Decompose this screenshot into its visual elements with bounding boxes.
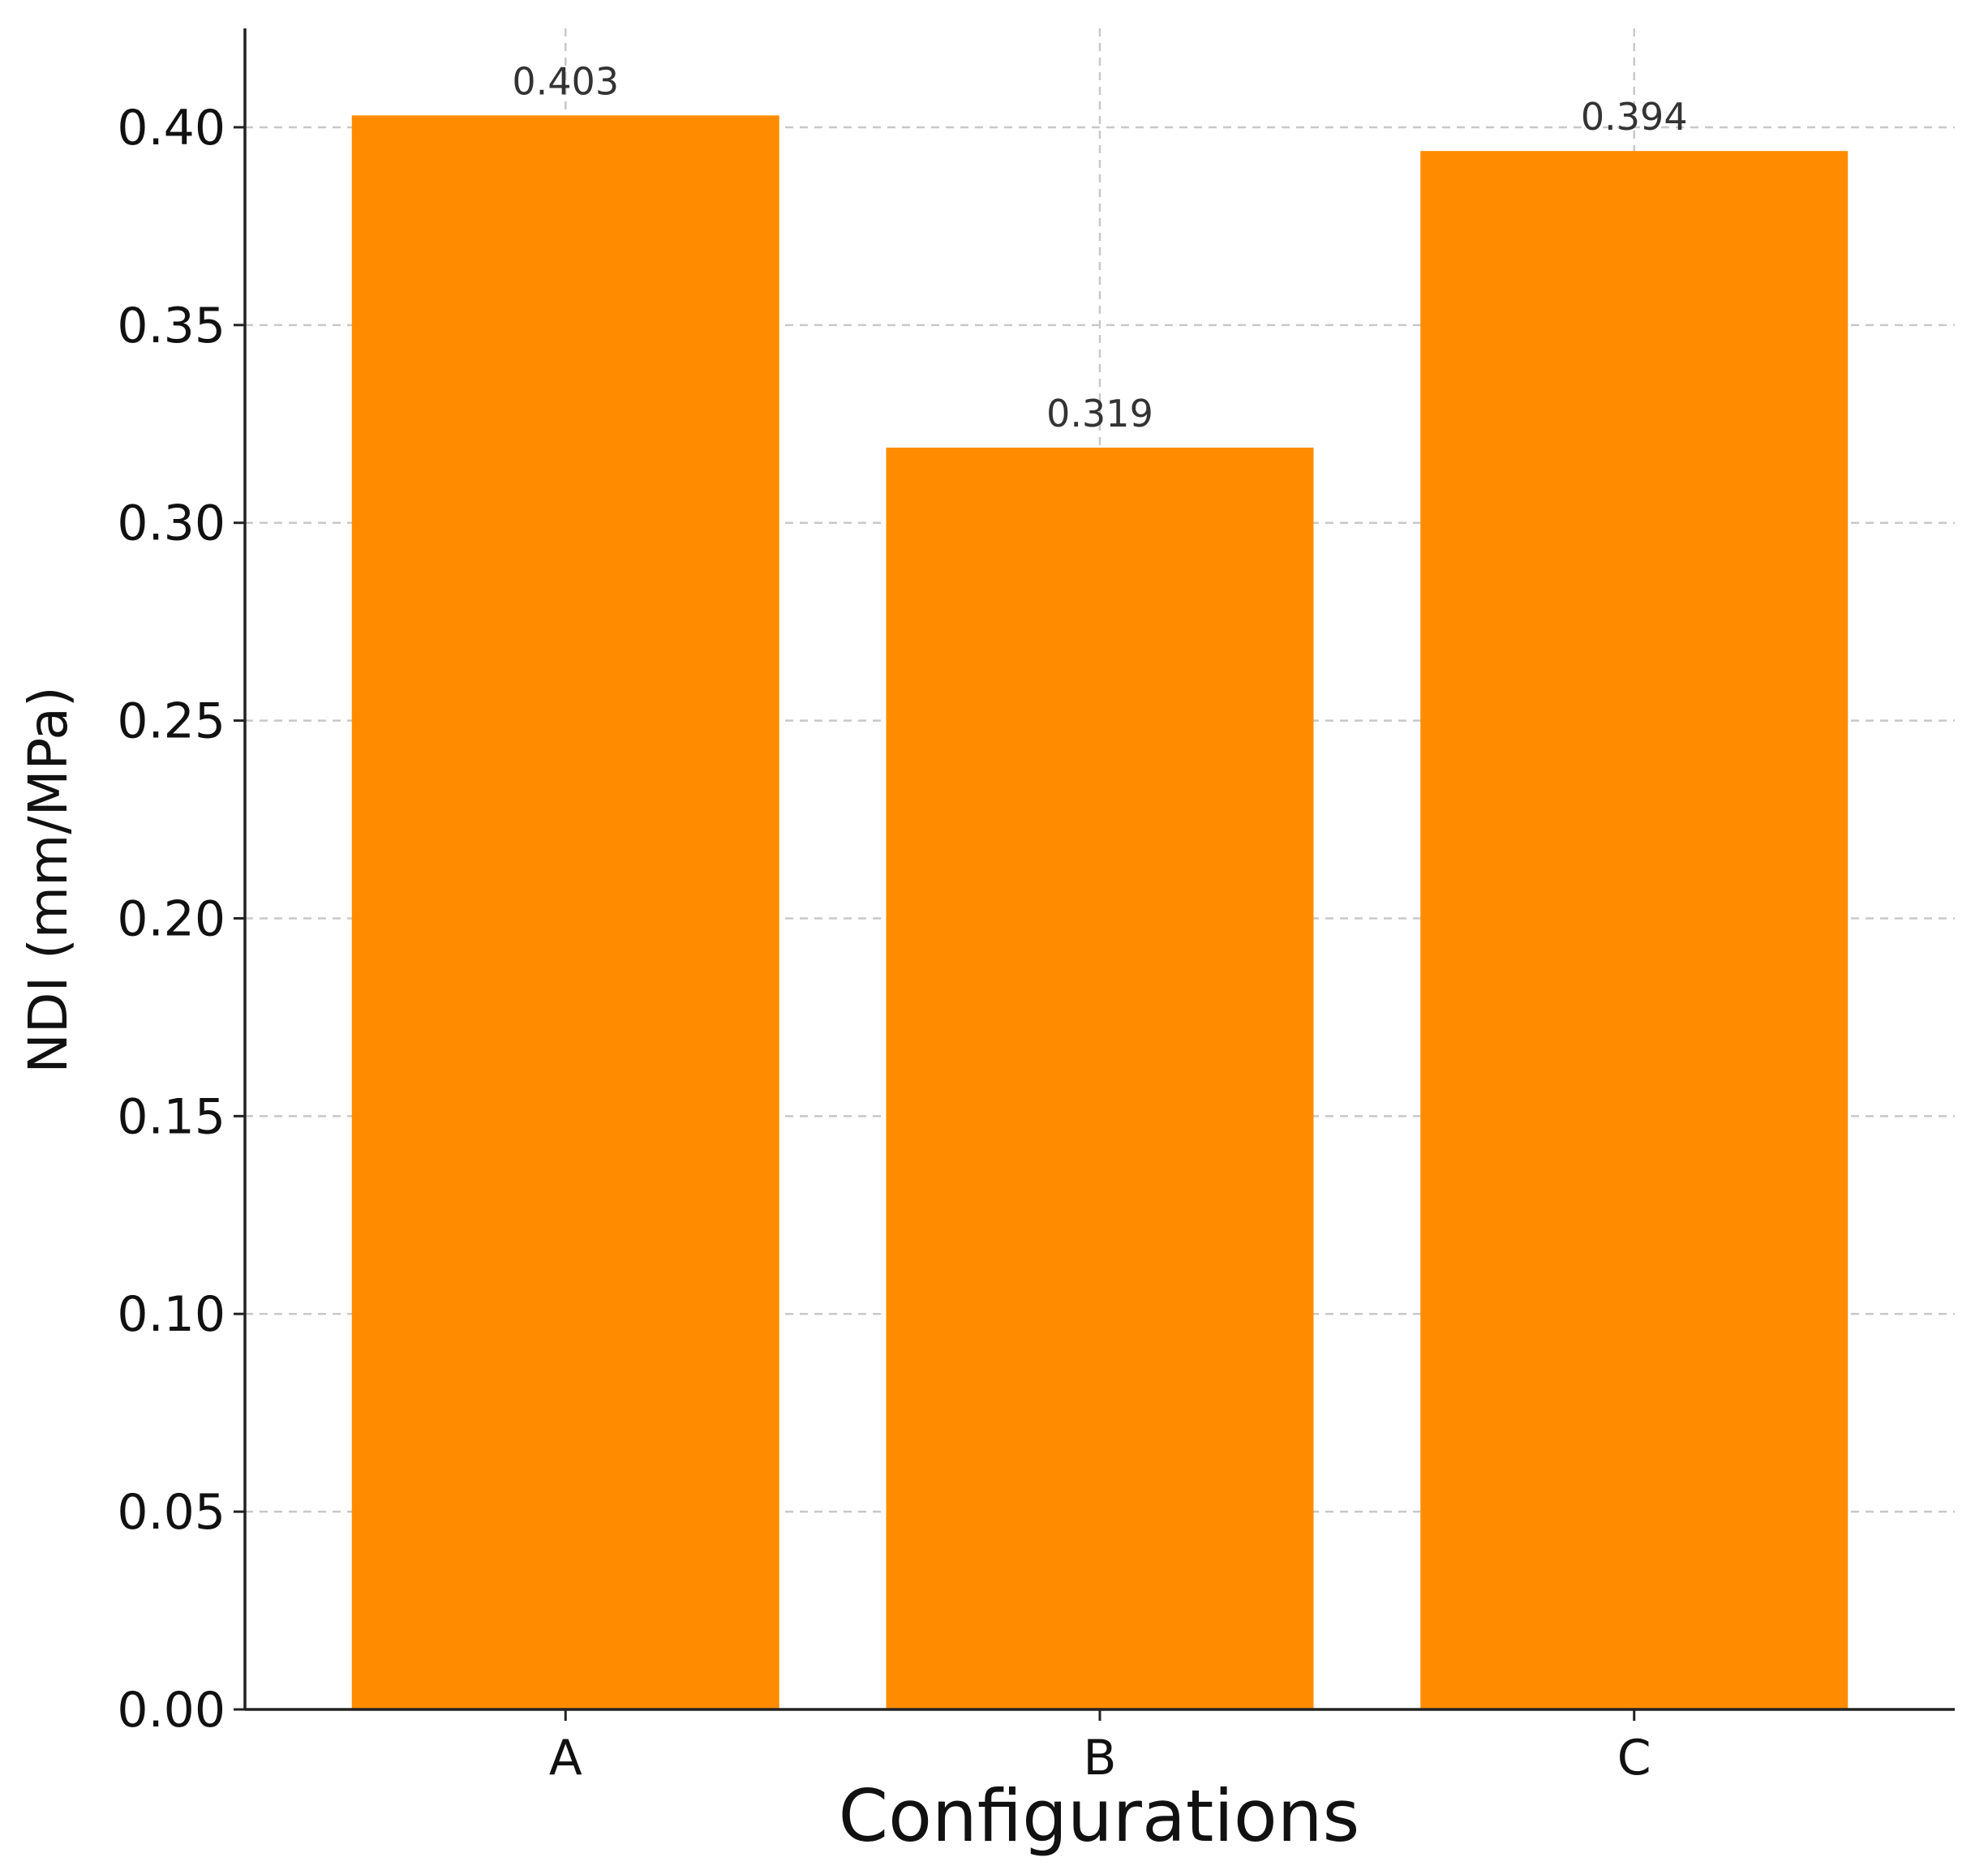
y-tick-label: 0.15 xyxy=(117,1088,225,1145)
y-tick-label: 0.20 xyxy=(117,890,225,947)
y-tick-label: 0.40 xyxy=(117,100,225,157)
y-tick-label: 0.00 xyxy=(117,1682,225,1739)
bar-C xyxy=(1420,151,1848,1710)
data-label: 0.319 xyxy=(1046,392,1153,435)
y-tick-label: 0.25 xyxy=(117,693,225,750)
x-axis-title: Configurations xyxy=(839,1774,1360,1858)
bar-A xyxy=(351,115,779,1710)
axes-layer xyxy=(234,28,1955,1721)
x-tick-label: B xyxy=(1083,1730,1116,1786)
y-tick-label: 0.05 xyxy=(117,1484,225,1541)
bar-B xyxy=(886,448,1314,1710)
y-tick-label: 0.30 xyxy=(117,495,225,552)
data-label: 0.394 xyxy=(1581,95,1688,139)
y-axis-title: NDI (mm/MPa) xyxy=(17,686,79,1073)
x-tick-label: A xyxy=(549,1730,582,1786)
bars-layer xyxy=(351,115,1848,1710)
y-tick-label: 0.10 xyxy=(117,1286,225,1343)
data-label: 0.403 xyxy=(512,59,619,103)
y-tick-label: 0.35 xyxy=(117,298,225,354)
x-tick-label: C xyxy=(1617,1730,1651,1786)
labels-layer: 0.00 0.05 0.10 0.15 0.20 0.25 0.30 0.35 0.40 A 0.4… xyxy=(117,59,1687,1786)
